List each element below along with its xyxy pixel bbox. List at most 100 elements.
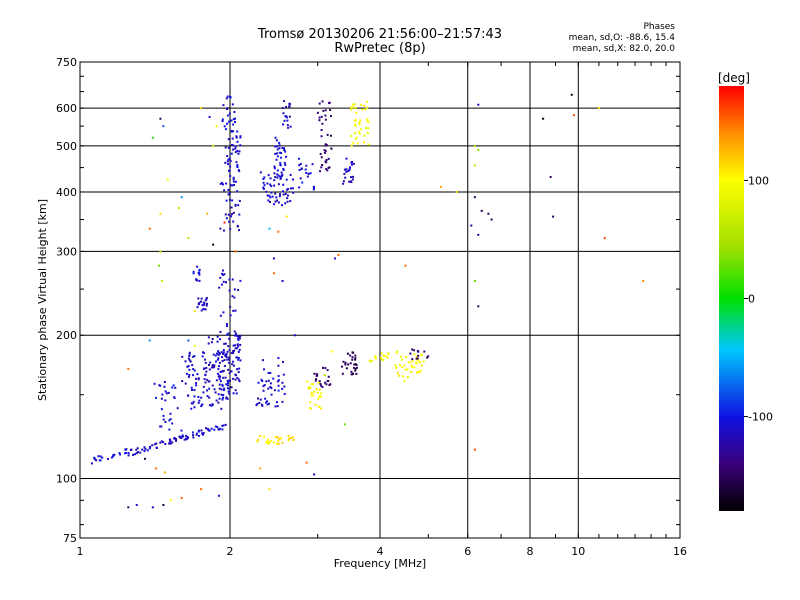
data-point	[278, 141, 281, 144]
data-point	[148, 447, 151, 450]
data-point	[221, 118, 224, 121]
data-point	[280, 437, 283, 440]
data-point	[382, 354, 385, 357]
data-point	[188, 352, 191, 355]
data-point	[354, 367, 357, 370]
data-point	[173, 437, 176, 440]
data-point	[269, 382, 272, 385]
data-point	[196, 373, 199, 376]
data-point	[268, 402, 271, 405]
data-point	[202, 303, 205, 306]
data-point	[171, 422, 174, 425]
data-point	[201, 304, 204, 307]
data-point	[273, 179, 276, 182]
data-point	[226, 122, 229, 125]
data-point	[270, 393, 273, 396]
data-point	[314, 403, 317, 406]
data-point	[291, 187, 294, 190]
data-point	[313, 372, 316, 375]
data-point	[277, 374, 280, 377]
data-point	[195, 384, 198, 387]
data-point	[439, 185, 442, 188]
data-point	[353, 119, 356, 122]
data-point	[278, 147, 281, 150]
data-point	[168, 438, 171, 441]
data-point	[204, 308, 207, 311]
data-point	[193, 389, 196, 392]
data-point	[280, 156, 283, 159]
data-point	[278, 195, 281, 198]
data-point	[355, 111, 358, 114]
data-point	[316, 374, 319, 377]
data-point	[191, 402, 194, 405]
data-point	[232, 118, 235, 121]
data-point	[262, 177, 265, 180]
data-point	[232, 349, 235, 352]
data-point	[237, 371, 240, 374]
data-point	[226, 379, 229, 382]
data-point	[260, 403, 263, 406]
data-point	[192, 272, 195, 275]
data-point	[413, 366, 416, 369]
data-point	[237, 289, 240, 292]
data-point	[306, 380, 309, 383]
data-point	[473, 280, 476, 283]
data-point	[200, 403, 203, 406]
data-point	[227, 345, 230, 348]
data-point	[231, 363, 234, 366]
data-point	[214, 391, 217, 394]
data-point	[406, 368, 409, 371]
data-point	[342, 182, 345, 185]
data-point	[220, 393, 223, 396]
data-point	[276, 148, 279, 151]
data-point	[315, 373, 318, 376]
data-point	[279, 175, 282, 178]
data-point	[168, 419, 171, 422]
data-point	[234, 378, 237, 381]
data-point	[202, 433, 205, 436]
data-point	[180, 497, 183, 500]
data-point	[230, 119, 233, 122]
data-point	[324, 114, 327, 117]
data-point	[269, 196, 272, 199]
data-point	[325, 144, 328, 147]
data-point	[281, 173, 284, 176]
data-point	[406, 375, 409, 378]
data-point	[224, 213, 227, 216]
data-point	[329, 115, 332, 118]
data-point	[410, 370, 413, 373]
data-point	[237, 335, 240, 338]
data-point	[272, 272, 275, 275]
x-tick-label: 8	[527, 545, 534, 558]
data-point	[202, 352, 205, 355]
data-point	[423, 350, 426, 353]
data-point	[348, 169, 351, 172]
data-point	[227, 332, 230, 335]
data-point	[232, 344, 235, 347]
data-point	[193, 369, 196, 372]
data-point	[426, 356, 429, 359]
data-point	[232, 176, 235, 179]
data-point	[309, 407, 312, 410]
data-point	[324, 118, 327, 121]
data-point	[167, 391, 170, 394]
data-point	[197, 378, 200, 381]
data-point	[570, 93, 573, 96]
data-point	[276, 169, 279, 172]
data-point	[222, 369, 225, 372]
data-point	[318, 119, 321, 122]
data-point	[354, 354, 357, 357]
data-point	[418, 371, 421, 374]
data-point	[350, 181, 353, 184]
data-point	[236, 165, 239, 168]
data-point	[214, 354, 217, 357]
data-point	[327, 157, 330, 160]
data-point	[320, 384, 323, 387]
data-point	[278, 438, 281, 441]
data-point	[187, 375, 190, 378]
data-point	[237, 350, 240, 353]
data-point	[195, 377, 198, 380]
data-point	[228, 278, 231, 281]
x-axis-label: Frequency [MHz]	[334, 557, 426, 570]
data-point	[350, 144, 353, 147]
